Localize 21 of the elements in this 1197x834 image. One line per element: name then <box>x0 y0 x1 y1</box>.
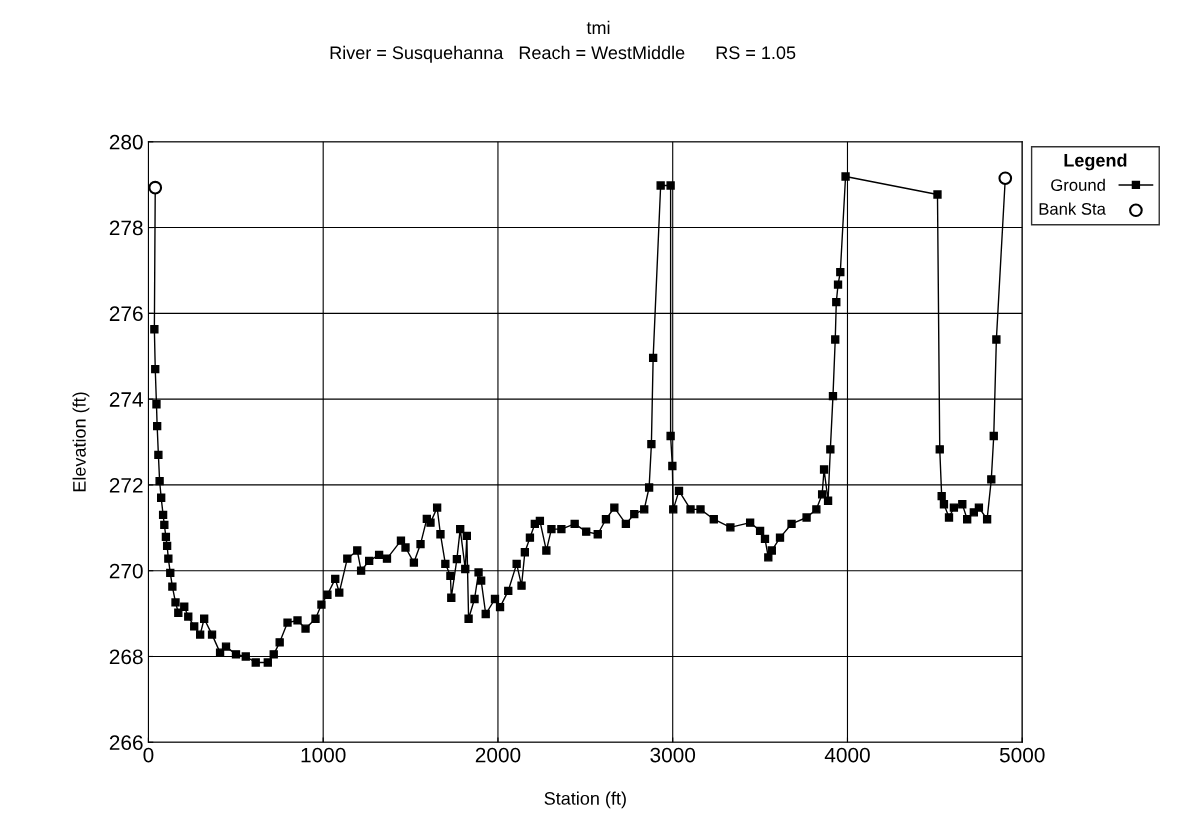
x-tick-label: 4000 <box>824 747 870 763</box>
x-tick-label: 3000 <box>650 747 696 763</box>
x-tick-label: 0 <box>143 747 154 763</box>
y-tick-label: 272 <box>109 477 143 493</box>
y-tick-label: 268 <box>109 649 143 665</box>
x-tick-label: 2000 <box>475 747 521 763</box>
y-axis-title: Elevation (ft) <box>72 392 90 492</box>
y-tick-label: 276 <box>109 306 143 322</box>
y-tick-label: 280 <box>109 134 143 150</box>
legend-title: Legend <box>1064 153 1127 171</box>
legend-label: Bank Sta <box>1039 202 1106 215</box>
y-tick-label: 270 <box>109 563 143 579</box>
x-tick-label: 1000 <box>301 747 346 763</box>
x-axis-title: Station (ft) <box>544 791 626 809</box>
y-tick-label: 266 <box>109 735 143 751</box>
chart-title: tmi <box>586 20 610 35</box>
y-tick-label: 278 <box>109 220 143 236</box>
y-tick-label: 274 <box>109 392 143 407</box>
x-tick-label: 5000 <box>999 747 1045 763</box>
chart-subtitle: River = Susquehanna Reach = WestMiddle RS = 1.05 <box>330 45 796 63</box>
legend-label: Ground <box>1051 178 1105 191</box>
